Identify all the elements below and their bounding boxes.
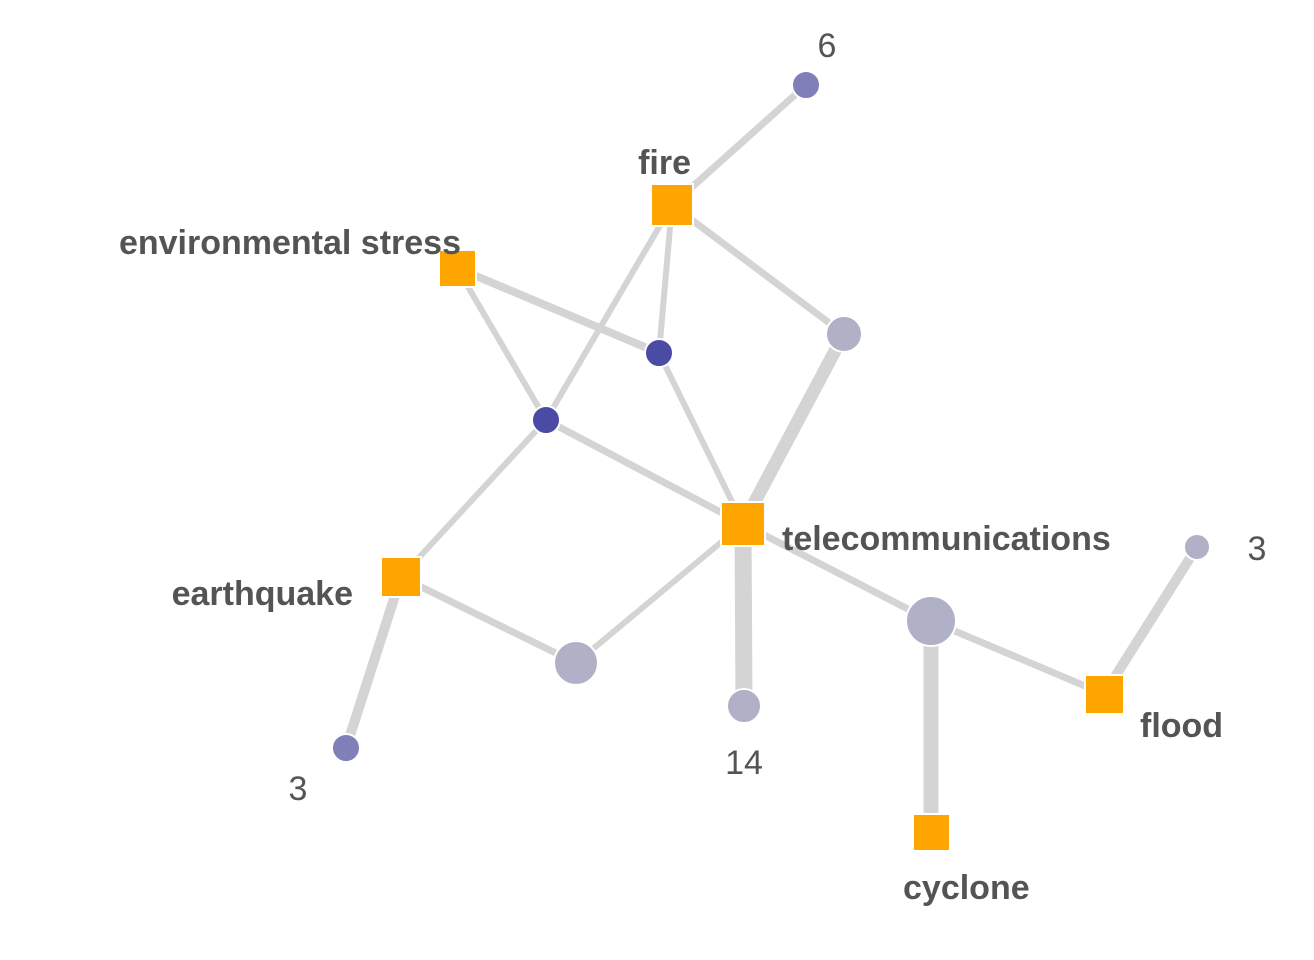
edge-flood-e-small-right	[1099, 544, 1202, 697]
term-label-fire: fire	[638, 144, 691, 182]
edge-earthquake-e-lower-left	[341, 575, 406, 750]
edge-envstress-e-dark-a	[455, 264, 661, 357]
term-label-cyclone: cyclone	[903, 869, 1030, 907]
term-node-environmental-stress[interactable]	[438, 249, 477, 288]
edge-telecom-e-right-big	[741, 520, 933, 625]
edge-telecom-e-bottom-mid	[734, 523, 753, 707]
entity-node-e-bottom-mid[interactable]	[726, 688, 762, 724]
edge-telecom-e-mid-right	[737, 330, 850, 528]
edge-earthquake-e-dark-b	[398, 417, 549, 580]
term-label-telecommunications: telecommunications	[782, 520, 1111, 558]
entity-node-e-lower-left[interactable]	[331, 733, 361, 763]
edge-flood-e-right-big	[929, 617, 1106, 698]
edges	[341, 82, 1202, 832]
term-node-cyclone[interactable]	[912, 813, 951, 852]
edge-fire-e-mid-right	[669, 202, 847, 337]
term-node-telecommunications[interactable]	[720, 501, 766, 547]
entity-node-e-bottom-left[interactable]	[553, 640, 599, 686]
term-nodes	[380, 183, 1125, 852]
entity-count-e-small-right: 3	[1248, 530, 1267, 568]
entity-node-e-right-big[interactable]	[905, 595, 957, 647]
entity-count-e-lower-left: 3	[289, 770, 308, 808]
edge-telecom-e-bottom-left	[574, 521, 745, 666]
edge-fire-e-top	[669, 82, 809, 208]
term-node-earthquake[interactable]	[380, 556, 422, 598]
term-label-flood: flood	[1140, 707, 1223, 745]
entity-node-e-small-right[interactable]	[1183, 533, 1211, 561]
term-node-flood[interactable]	[1084, 674, 1125, 715]
edge-telecom-e-dark-a	[656, 351, 746, 526]
edge-envstress-e-dark-b	[454, 266, 549, 422]
term-label-earthquake: earthquake	[172, 575, 353, 613]
term-node-fire[interactable]	[650, 183, 694, 227]
entity-node-e-top[interactable]	[791, 70, 821, 100]
entity-node-e-mid-right[interactable]	[825, 315, 863, 353]
term-label-environmental-stress: environmental stress	[119, 224, 461, 262]
edge-fire-e-dark-a	[656, 204, 675, 354]
edge-telecom-e-dark-b	[544, 416, 745, 528]
term-labels: fire environmental stress telecommunicat…	[119, 144, 1223, 907]
entity-node-e-dark-b[interactable]	[531, 405, 561, 435]
entity-node-e-dark-a[interactable]	[644, 338, 674, 368]
entity-count-e-bottom-mid: 14	[725, 744, 763, 782]
edge-earthquake-e-bottom-left	[399, 573, 578, 667]
entity-nodes	[331, 70, 1211, 763]
edge-fire-e-dark-b	[543, 203, 675, 422]
entity-count-labels: 6 14 3 3	[289, 27, 1267, 808]
entity-count-e-top: 6	[818, 27, 837, 65]
